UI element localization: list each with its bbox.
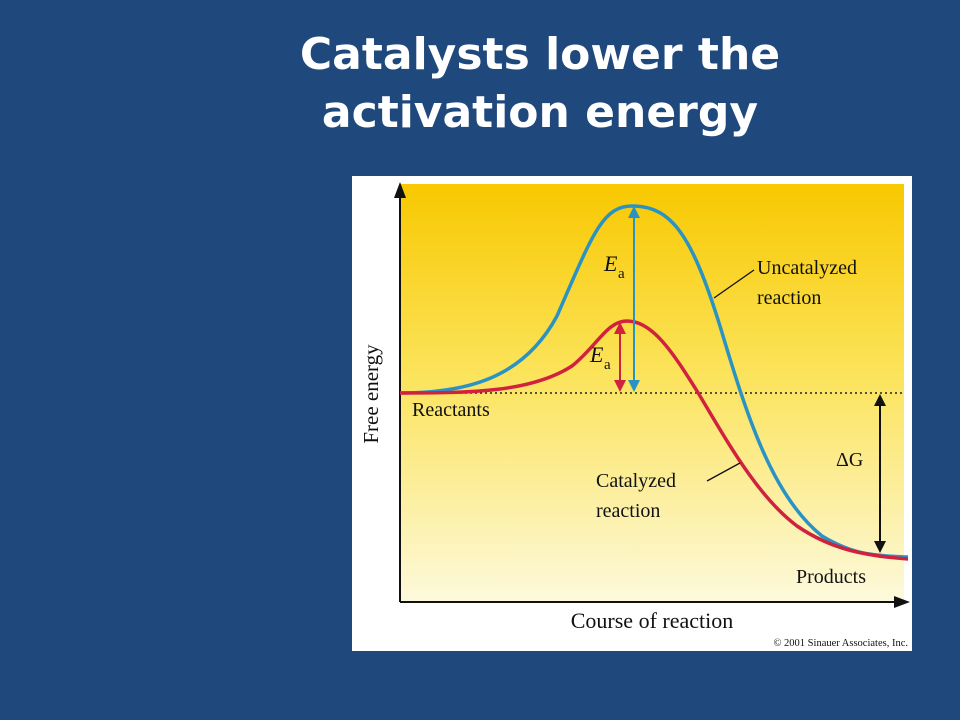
reactants-label: Reactants: [412, 399, 490, 421]
uncatalyzed-curve: [399, 204, 909, 559]
x-axis-arrowhead: [894, 596, 910, 608]
uncatalyzed-label-line1: Uncatalyzed: [757, 257, 857, 279]
ea-catalyzed-subscript: a: [604, 357, 611, 373]
title-line-2: activation energy: [321, 87, 759, 138]
catalyzed-label-line2: reaction: [596, 500, 660, 522]
energy-diagram: Free energy Course of reaction Reactants…: [359, 182, 910, 649]
catalyzed-leader-line: [706, 462, 741, 482]
catalyzed-curve: [399, 319, 909, 561]
catalyzed-label-line1: Catalyzed: [596, 470, 676, 492]
ea-uncatalyzed-symbol: E: [603, 251, 618, 276]
slide-title: Catalysts lower the activation energy: [240, 26, 840, 142]
ea-catalyzed-arrowhead-bottom: [614, 380, 626, 392]
ea-uncatalyzed-subscript: a: [618, 266, 625, 282]
energy-diagram-figure: Free energy Course of reaction Reactants…: [352, 176, 912, 651]
uncatalyzed-label-line2: reaction: [757, 287, 821, 309]
ea-catalyzed-symbol: E: [589, 342, 604, 367]
ea-catalyzed-arrowhead-top: [614, 322, 626, 334]
products-label: Products: [796, 566, 866, 588]
copyright-notice: © 2001 Sinauer Associates, Inc.: [773, 638, 908, 649]
title-line-1: Catalysts lower the: [299, 29, 781, 80]
delta-g-arrowhead-bottom: [874, 541, 886, 553]
ea-uncatalyzed-arrowhead-bottom: [628, 380, 640, 392]
y-axis-label: Free energy: [359, 344, 383, 444]
delta-g-arrowhead-top: [874, 394, 886, 406]
uncatalyzed-leader-line: [713, 269, 755, 299]
delta-g-label: ΔG: [836, 449, 863, 471]
x-axis-label: Course of reaction: [571, 608, 734, 633]
y-axis-arrowhead: [394, 182, 406, 198]
ea-uncatalyzed-arrowhead-top: [628, 206, 640, 218]
